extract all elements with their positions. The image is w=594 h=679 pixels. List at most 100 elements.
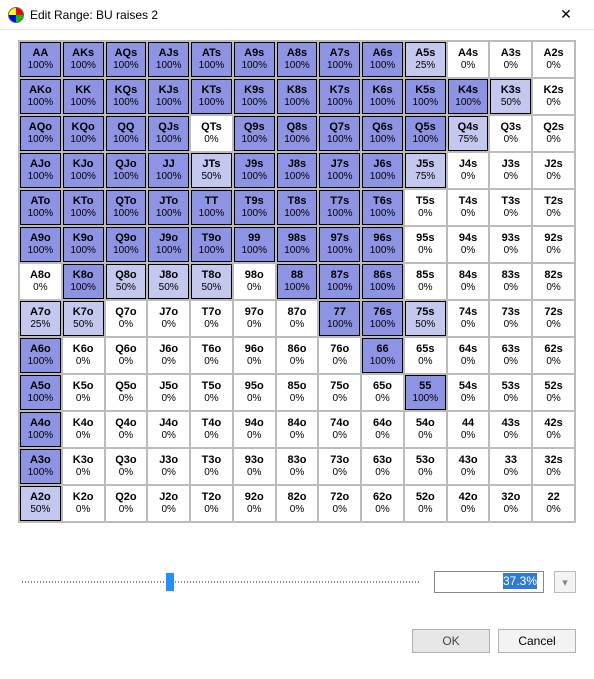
cell-T7o[interactable]: T7o0%	[190, 300, 233, 337]
cell-K4o[interactable]: K4o0%	[62, 411, 105, 448]
cell-KJs[interactable]: KJs100%	[147, 78, 190, 115]
cell-93o[interactable]: 93o0%	[233, 448, 276, 485]
cell-82o[interactable]: 82o0%	[276, 485, 319, 522]
cell-Q5s[interactable]: Q5s100%	[404, 115, 447, 152]
cell-87s[interactable]: 87s100%	[318, 263, 361, 300]
cell-T2s[interactable]: T2s0%	[532, 189, 575, 226]
cell-55[interactable]: 55100%	[404, 374, 447, 411]
range-slider[interactable]	[22, 581, 420, 583]
cell-J6s[interactable]: J6s100%	[361, 152, 404, 189]
cell-A9s[interactable]: A9s100%	[233, 41, 276, 78]
cell-J4o[interactable]: J4o0%	[147, 411, 190, 448]
cell-Q6s[interactable]: Q6s100%	[361, 115, 404, 152]
cell-J5s[interactable]: J5s75%	[404, 152, 447, 189]
cell-KJo[interactable]: KJo100%	[62, 152, 105, 189]
cell-98o[interactable]: 98o0%	[233, 263, 276, 300]
cell-83o[interactable]: 83o0%	[276, 448, 319, 485]
cell-T3s[interactable]: T3s0%	[489, 189, 532, 226]
cell-88[interactable]: 88100%	[276, 263, 319, 300]
cell-53o[interactable]: 53o0%	[404, 448, 447, 485]
cell-52o[interactable]: 52o0%	[404, 485, 447, 522]
cell-63o[interactable]: 63o0%	[361, 448, 404, 485]
slider-thumb[interactable]	[166, 573, 174, 591]
close-button[interactable]: ✕	[546, 1, 586, 29]
cell-J6o[interactable]: J6o0%	[147, 337, 190, 374]
cell-98s[interactable]: 98s100%	[276, 226, 319, 263]
cell-42o[interactable]: 42o0%	[447, 485, 490, 522]
cell-84o[interactable]: 84o0%	[276, 411, 319, 448]
dropdown-button[interactable]: ▾	[554, 571, 576, 593]
cell-52s[interactable]: 52s0%	[532, 374, 575, 411]
cell-62o[interactable]: 62o0%	[361, 485, 404, 522]
cell-95s[interactable]: 95s0%	[404, 226, 447, 263]
cell-92o[interactable]: 92o0%	[233, 485, 276, 522]
cell-KK[interactable]: KK100%	[62, 78, 105, 115]
cell-J2o[interactable]: J2o0%	[147, 485, 190, 522]
cell-Q4o[interactable]: Q4o0%	[105, 411, 148, 448]
cell-JTs[interactable]: JTs50%	[190, 152, 233, 189]
cell-K5s[interactable]: K5s100%	[404, 78, 447, 115]
cell-33[interactable]: 330%	[489, 448, 532, 485]
cell-87o[interactable]: 87o0%	[276, 300, 319, 337]
cell-T8s[interactable]: T8s100%	[276, 189, 319, 226]
cell-94o[interactable]: 94o0%	[233, 411, 276, 448]
cell-54s[interactable]: 54s0%	[447, 374, 490, 411]
cancel-button[interactable]: Cancel	[498, 629, 576, 653]
cell-72o[interactable]: 72o0%	[318, 485, 361, 522]
cell-32o[interactable]: 32o0%	[489, 485, 532, 522]
cell-A7s[interactable]: A7s100%	[318, 41, 361, 78]
cell-76o[interactable]: 76o0%	[318, 337, 361, 374]
cell-K7o[interactable]: K7o50%	[62, 300, 105, 337]
cell-A6o[interactable]: A6o100%	[19, 337, 62, 374]
cell-86o[interactable]: 86o0%	[276, 337, 319, 374]
cell-Q8s[interactable]: Q8s100%	[276, 115, 319, 152]
cell-J3s[interactable]: J3s0%	[489, 152, 532, 189]
cell-J3o[interactable]: J3o0%	[147, 448, 190, 485]
cell-K8s[interactable]: K8s100%	[276, 78, 319, 115]
cell-T7s[interactable]: T7s100%	[318, 189, 361, 226]
cell-32s[interactable]: 32s0%	[532, 448, 575, 485]
cell-A8o[interactable]: A8o0%	[19, 263, 62, 300]
cell-J8s[interactable]: J8s100%	[276, 152, 319, 189]
cell-97s[interactable]: 97s100%	[318, 226, 361, 263]
cell-76s[interactable]: 76s100%	[361, 300, 404, 337]
cell-QTo[interactable]: QTo100%	[105, 189, 148, 226]
cell-Q7s[interactable]: Q7s100%	[318, 115, 361, 152]
cell-AKo[interactable]: AKo100%	[19, 78, 62, 115]
cell-64o[interactable]: 64o0%	[361, 411, 404, 448]
cell-Q9s[interactable]: Q9s100%	[233, 115, 276, 152]
cell-J2s[interactable]: J2s0%	[532, 152, 575, 189]
cell-T9o[interactable]: T9o100%	[190, 226, 233, 263]
cell-72s[interactable]: 72s0%	[532, 300, 575, 337]
cell-K6o[interactable]: K6o0%	[62, 337, 105, 374]
cell-84s[interactable]: 84s0%	[447, 263, 490, 300]
cell-J8o[interactable]: J8o50%	[147, 263, 190, 300]
cell-J5o[interactable]: J5o0%	[147, 374, 190, 411]
cell-96s[interactable]: 96s100%	[361, 226, 404, 263]
cell-Q3s[interactable]: Q3s0%	[489, 115, 532, 152]
cell-QTs[interactable]: QTs0%	[190, 115, 233, 152]
cell-97o[interactable]: 97o0%	[233, 300, 276, 337]
cell-Q3o[interactable]: Q3o0%	[105, 448, 148, 485]
cell-Q2s[interactable]: Q2s0%	[532, 115, 575, 152]
cell-A2s[interactable]: A2s0%	[532, 41, 575, 78]
cell-74o[interactable]: 74o0%	[318, 411, 361, 448]
cell-43s[interactable]: 43s0%	[489, 411, 532, 448]
cell-73o[interactable]: 73o0%	[318, 448, 361, 485]
cell-KTo[interactable]: KTo100%	[62, 189, 105, 226]
cell-Q7o[interactable]: Q7o0%	[105, 300, 148, 337]
cell-75o[interactable]: 75o0%	[318, 374, 361, 411]
cell-J9s[interactable]: J9s100%	[233, 152, 276, 189]
cell-96o[interactable]: 96o0%	[233, 337, 276, 374]
cell-T6o[interactable]: T6o0%	[190, 337, 233, 374]
cell-22[interactable]: 220%	[532, 485, 575, 522]
cell-86s[interactable]: 86s100%	[361, 263, 404, 300]
cell-54o[interactable]: 54o0%	[404, 411, 447, 448]
cell-Q9o[interactable]: Q9o100%	[105, 226, 148, 263]
cell-T3o[interactable]: T3o0%	[190, 448, 233, 485]
percent-input[interactable]: 37.3%	[434, 571, 544, 593]
cell-85o[interactable]: 85o0%	[276, 374, 319, 411]
cell-AA[interactable]: AA100%	[19, 41, 62, 78]
cell-AJs[interactable]: AJs100%	[147, 41, 190, 78]
cell-93s[interactable]: 93s0%	[489, 226, 532, 263]
